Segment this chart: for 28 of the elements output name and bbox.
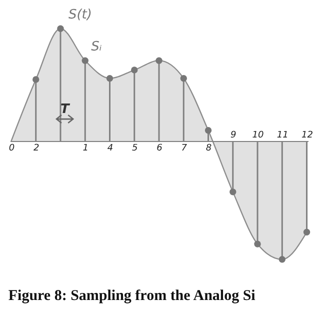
series-label: S(t) bbox=[68, 8, 92, 23]
text: Figure 8: Sampling from the Analog Si bbox=[8, 288, 256, 304]
x-tick-label: 6 bbox=[156, 144, 163, 154]
point bbox=[156, 57, 162, 64]
x-tick-label: 4 bbox=[107, 144, 114, 154]
x-tick-label: 12 bbox=[302, 130, 314, 141]
point bbox=[303, 228, 310, 236]
x-tick-label: 11 bbox=[276, 130, 288, 141]
point bbox=[32, 76, 40, 83]
point bbox=[278, 256, 286, 263]
point bbox=[106, 74, 114, 82]
x-tick-label: 1 bbox=[82, 144, 88, 154]
x-tick-label: 0 bbox=[8, 144, 15, 154]
point bbox=[230, 188, 236, 196]
x-tick-label: 5 bbox=[132, 144, 138, 154]
x-tick-label: 10 bbox=[252, 130, 264, 141]
x-tick-label: 9 bbox=[230, 130, 237, 141]
x-tick-label: 2 bbox=[33, 144, 40, 154]
annotation: T bbox=[60, 102, 70, 118]
x-tick-label: 8 bbox=[206, 144, 212, 154]
point bbox=[131, 66, 138, 74]
point bbox=[82, 57, 88, 64]
point bbox=[254, 240, 261, 248]
point bbox=[57, 25, 64, 32]
x-tick-label: 7 bbox=[181, 144, 188, 154]
series-label: Sᵢ bbox=[91, 40, 102, 55]
point bbox=[180, 74, 187, 82]
point bbox=[204, 127, 212, 134]
